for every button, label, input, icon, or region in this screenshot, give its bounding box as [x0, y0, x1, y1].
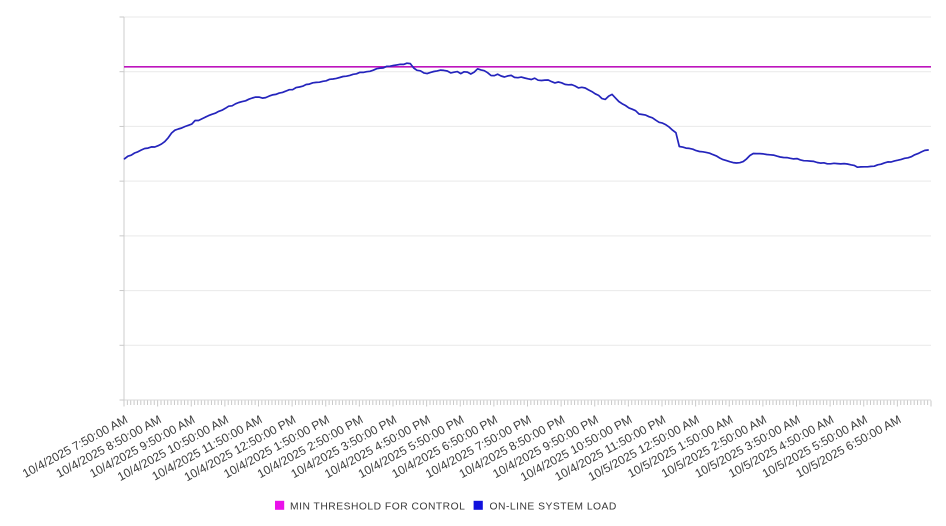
svg-text:ON-LINE SYSTEM LOAD: ON-LINE SYSTEM LOAD [490, 502, 617, 513]
svg-text:MIN THRESHOLD FOR CONTROL: MIN THRESHOLD FOR CONTROL [290, 502, 465, 513]
